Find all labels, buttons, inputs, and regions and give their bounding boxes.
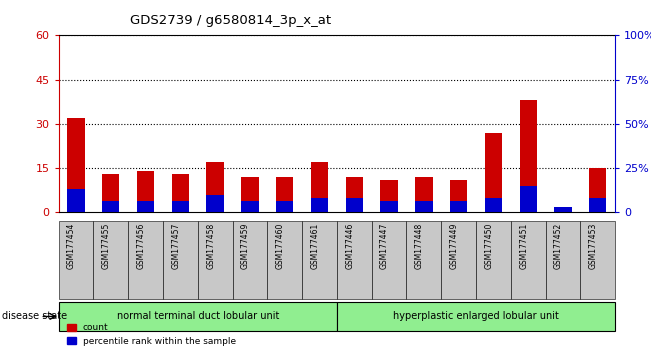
Bar [415, 201, 432, 212]
Bar [311, 198, 328, 212]
Bar [589, 168, 607, 212]
Bar [346, 177, 363, 212]
Text: GSM177450: GSM177450 [484, 223, 493, 269]
Bar [450, 201, 467, 212]
Text: GSM177449: GSM177449 [450, 223, 459, 269]
Text: GSM177451: GSM177451 [519, 223, 528, 269]
Bar [380, 180, 398, 212]
Bar [102, 174, 120, 212]
Bar [485, 198, 502, 212]
Bar [67, 189, 85, 212]
Bar [137, 201, 154, 212]
Text: GSM177459: GSM177459 [241, 223, 250, 269]
Text: GSM177448: GSM177448 [415, 223, 424, 269]
Text: disease state: disease state [2, 312, 67, 321]
Text: hyperplastic enlarged lobular unit: hyperplastic enlarged lobular unit [393, 312, 559, 321]
Text: GSM177460: GSM177460 [276, 223, 284, 269]
Text: GSM177455: GSM177455 [102, 223, 111, 269]
Bar [102, 201, 120, 212]
Bar [311, 162, 328, 212]
Bar [67, 118, 85, 212]
Text: GSM177447: GSM177447 [380, 223, 389, 269]
Text: GSM177453: GSM177453 [589, 223, 598, 269]
Bar [206, 162, 224, 212]
Bar [554, 206, 572, 212]
Bar [206, 195, 224, 212]
Bar [554, 206, 572, 212]
Bar [276, 201, 294, 212]
Bar [276, 177, 294, 212]
Text: GSM177456: GSM177456 [137, 223, 146, 269]
Text: GDS2739 / g6580814_3p_x_at: GDS2739 / g6580814_3p_x_at [130, 14, 331, 27]
Text: GSM177457: GSM177457 [171, 223, 180, 269]
Bar [519, 186, 537, 212]
Text: GSM177452: GSM177452 [554, 223, 563, 269]
Bar [380, 201, 398, 212]
Bar [172, 174, 189, 212]
Bar [415, 177, 432, 212]
Bar [242, 177, 258, 212]
Bar [450, 180, 467, 212]
Bar [519, 100, 537, 212]
Text: GSM177461: GSM177461 [311, 223, 320, 269]
Legend: count, percentile rank within the sample: count, percentile rank within the sample [63, 320, 240, 349]
Bar [137, 171, 154, 212]
Bar [589, 198, 607, 212]
Text: GSM177446: GSM177446 [345, 223, 354, 269]
Bar [242, 201, 258, 212]
Text: GSM177458: GSM177458 [206, 223, 215, 269]
Bar [485, 133, 502, 212]
Bar [346, 198, 363, 212]
Text: GSM177454: GSM177454 [67, 223, 76, 269]
Bar [172, 201, 189, 212]
Text: normal terminal duct lobular unit: normal terminal duct lobular unit [117, 312, 279, 321]
